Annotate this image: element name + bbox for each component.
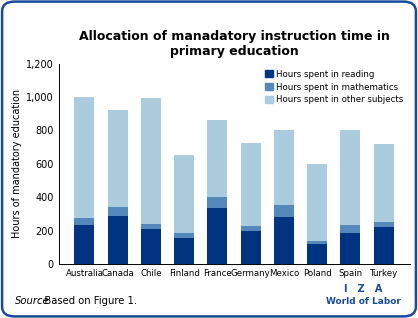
Bar xyxy=(274,130,294,205)
Bar xyxy=(374,222,394,227)
Bar xyxy=(108,216,127,264)
Bar xyxy=(241,231,261,264)
Bar xyxy=(274,205,294,217)
Bar xyxy=(374,144,394,222)
Bar xyxy=(174,238,194,264)
Bar xyxy=(274,217,294,264)
Bar xyxy=(207,208,227,264)
Bar xyxy=(341,130,360,225)
Bar xyxy=(241,226,261,231)
Bar xyxy=(74,97,94,218)
Text: World of Labor: World of Labor xyxy=(326,297,401,306)
Bar xyxy=(307,164,327,241)
Bar xyxy=(241,143,261,226)
Bar xyxy=(374,227,394,264)
Bar xyxy=(74,218,94,225)
Bar xyxy=(307,241,327,244)
Bar xyxy=(141,98,161,224)
Bar xyxy=(141,229,161,264)
Bar xyxy=(174,156,194,233)
Title: Allocation of manadatory instruction time in
primary education: Allocation of manadatory instruction tim… xyxy=(79,30,390,58)
Text: Source: Source xyxy=(15,296,49,306)
Bar xyxy=(74,225,94,264)
Text: I   Z   A: I Z A xyxy=(344,284,383,294)
Legend: Hours spent in reading, Hours spent in mathematics, Hours spent in other subject: Hours spent in reading, Hours spent in m… xyxy=(263,68,405,106)
Bar xyxy=(174,233,194,238)
Bar xyxy=(341,233,360,264)
Text: : Based on Figure 1.: : Based on Figure 1. xyxy=(38,296,138,306)
Bar xyxy=(108,207,127,216)
Bar xyxy=(207,197,227,208)
Bar xyxy=(141,224,161,229)
Bar xyxy=(307,244,327,264)
Bar xyxy=(207,120,227,197)
Bar xyxy=(341,225,360,233)
Bar xyxy=(108,110,127,207)
Y-axis label: Hours of mandatory education: Hours of mandatory education xyxy=(12,89,22,238)
